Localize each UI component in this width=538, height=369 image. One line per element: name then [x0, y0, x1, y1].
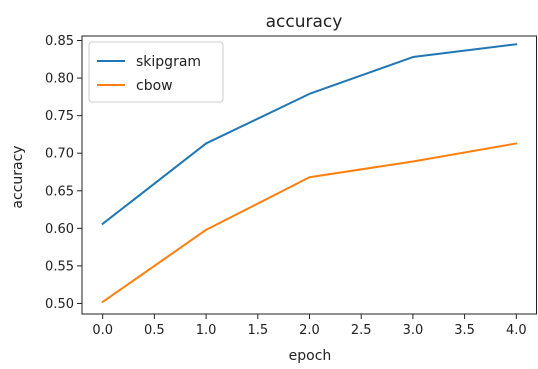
y-tick-label: 0.65	[45, 184, 74, 199]
y-tick-label: 0.50	[45, 297, 74, 312]
x-tick-label: 4.0	[506, 323, 527, 338]
y-tick-label: 0.75	[45, 109, 74, 124]
chart-title: accuracy	[266, 12, 343, 32]
y-axis-label: accuracy	[10, 145, 26, 208]
legend-label-cbow: cbow	[136, 78, 173, 94]
series-line-cbow	[103, 143, 517, 302]
y-tick-label: 0.70	[45, 147, 74, 162]
y-tick-label: 0.85	[45, 34, 74, 49]
x-tick-label: 1.0	[196, 323, 217, 338]
y-tick-label: 0.60	[45, 222, 74, 237]
x-tick-label: 0.0	[92, 323, 113, 338]
y-tick-label: 0.80	[45, 72, 74, 87]
x-tick-label: 3.5	[454, 323, 475, 338]
x-tick-label: 2.5	[351, 323, 372, 338]
x-axis-label: epoch	[289, 348, 332, 364]
legend: skipgram cbow	[89, 42, 223, 102]
x-tick-label: 2.0	[299, 323, 320, 338]
x-tick-label: 3.0	[403, 323, 424, 338]
legend-label-skipgram: skipgram	[136, 54, 201, 70]
x-tick-label: 0.5	[144, 323, 165, 338]
x-tick-label: 1.5	[247, 323, 268, 338]
y-tick-label: 0.55	[45, 259, 74, 274]
